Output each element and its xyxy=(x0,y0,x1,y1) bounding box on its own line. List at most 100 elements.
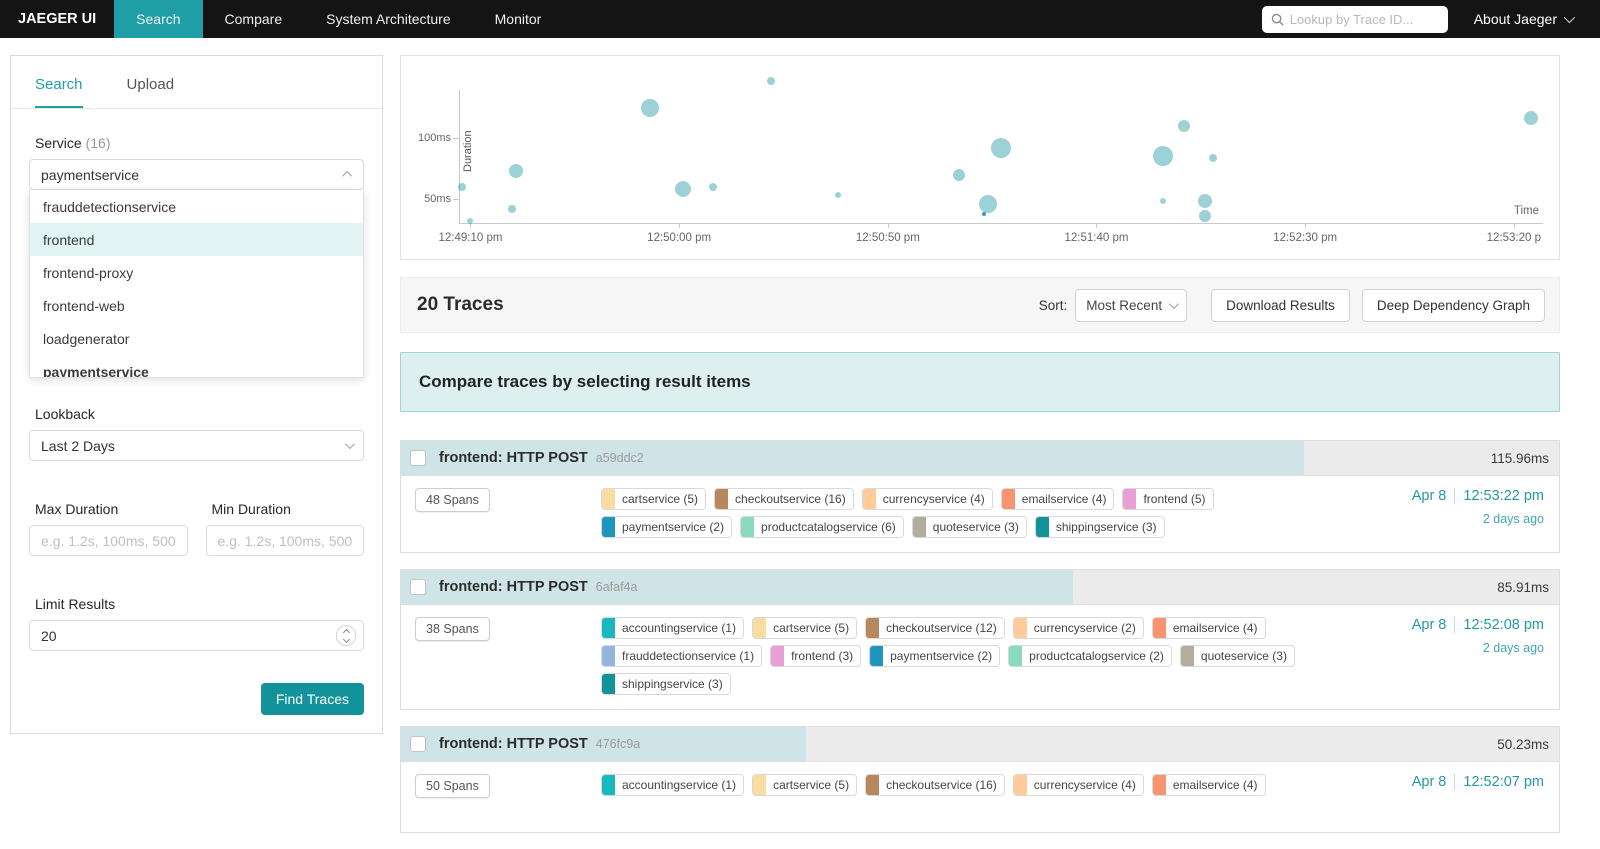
service-option-loadgenerator[interactable]: loadgenerator xyxy=(43,330,130,347)
trace-select-checkbox[interactable] xyxy=(410,450,426,466)
trace-scatter-point[interactable] xyxy=(978,194,997,213)
service-tag-label: frauddetectionservice (1) xyxy=(622,649,755,663)
nav-item-compare[interactable]: Compare xyxy=(224,11,283,27)
trace-operation: frontend: HTTP POST xyxy=(439,579,588,595)
trace-body: 48 Spans cartservice (5) checkoutservice (… xyxy=(401,476,1559,552)
service-color-swatch xyxy=(1123,489,1137,509)
y-tick-mark xyxy=(453,138,459,139)
nav-item-search[interactable]: Search xyxy=(114,0,203,38)
x-tick-mark xyxy=(470,223,472,228)
results-toolbar: 20 Traces Sort: Most Recent Download Res… xyxy=(400,277,1560,333)
max-duration-label: Max Duration xyxy=(35,501,119,517)
trace-result-row[interactable]: frontend: HTTP POST 6afaf4a 85.91ms 38 Span… xyxy=(400,569,1560,710)
service-color-swatch xyxy=(1152,775,1166,795)
trace-scatter-point[interactable] xyxy=(1199,210,1211,223)
trace-scatter-point[interactable] xyxy=(1178,119,1191,132)
service-tag-label: paymentservice (2) xyxy=(622,520,725,534)
service-tag: productcatalogservice (6) xyxy=(740,516,904,538)
x-tick-label: 12:51:40 pm xyxy=(1064,232,1129,244)
trace-select-checkbox[interactable] xyxy=(410,579,426,595)
trace-scatter-point[interactable] xyxy=(675,181,692,198)
deep-dependency-graph-button[interactable]: Deep Dependency Graph xyxy=(1361,288,1545,322)
trace-scatter-point[interactable] xyxy=(467,217,474,224)
service-tag: emailservice (4) xyxy=(1000,488,1115,510)
service-color-swatch xyxy=(1009,646,1023,666)
trace-header[interactable]: frontend: HTTP POST 6afaf4a 85.91ms xyxy=(401,570,1559,605)
nav-item-system-architecture[interactable]: System Architecture xyxy=(326,11,451,27)
number-stepper[interactable] xyxy=(336,625,356,646)
trace-select-checkbox[interactable] xyxy=(410,736,426,752)
service-color-swatch xyxy=(602,618,615,638)
trace-time-text: 12:52:08 pm xyxy=(1454,617,1544,633)
service-tag: cartservice (5) xyxy=(752,617,858,639)
limit-results-label: Limit Results xyxy=(35,596,116,612)
trace-result-row[interactable]: frontend: HTTP POST a59ddc2 115.96ms 48 Spa… xyxy=(400,440,1560,553)
lookback-select[interactable]: Last 2 Days xyxy=(29,430,364,461)
service-option-frontend-web[interactable]: frontend-web xyxy=(43,297,125,314)
min-duration-label: Min Duration xyxy=(211,501,291,517)
trace-scatter-point[interactable] xyxy=(1523,111,1538,126)
trace-id: a59ddc2 xyxy=(595,451,644,465)
max-duration-input[interactable] xyxy=(29,525,188,556)
search-icon xyxy=(1271,13,1284,26)
limit-results-input[interactable] xyxy=(29,620,364,651)
service-tag-label: paymentservice (2) xyxy=(890,649,993,663)
trace-scatter-point[interactable] xyxy=(640,98,659,117)
duration-scatter-chart: Duration Time 50ms 100ms 12:49:10 pm 12:50:… xyxy=(400,55,1560,260)
trace-scatter-point[interactable] xyxy=(1153,146,1174,167)
service-tag-label: currencyservice (4) xyxy=(882,492,985,506)
service-option-paymentservice[interactable]: paymentservice xyxy=(43,363,149,378)
trace-scatter-point[interactable] xyxy=(1209,153,1218,162)
service-tag: paymentservice (2) xyxy=(601,516,733,538)
service-tag-label: shippingservice (3) xyxy=(1055,520,1157,534)
service-option-frontend-proxy[interactable]: frontend-proxy xyxy=(43,264,134,281)
nav-item-monitor[interactable]: Monitor xyxy=(494,11,542,27)
find-traces-button[interactable]: Find Traces xyxy=(260,683,364,715)
min-duration-input[interactable] xyxy=(205,525,364,556)
trace-scatter-point[interactable] xyxy=(1198,194,1212,209)
service-select[interactable]: paymentservice xyxy=(29,159,364,190)
trace-scatter-point[interactable] xyxy=(990,137,1011,158)
trace-header[interactable]: frontend: HTTP POST a59ddc2 115.96ms xyxy=(401,441,1559,476)
service-tag-label: checkoutservice (16) xyxy=(735,492,846,506)
service-color-swatch xyxy=(602,674,615,694)
sort-select[interactable]: Most Recent xyxy=(1075,288,1188,322)
service-label: Service (16) xyxy=(35,135,111,151)
x-tick-mark xyxy=(1305,223,1307,228)
trace-scatter-point[interactable] xyxy=(1160,198,1167,205)
tab-upload[interactable]: Upload xyxy=(126,76,175,93)
service-tag: checkoutservice (16) xyxy=(714,488,854,510)
y-axis-label: Duration xyxy=(462,130,474,172)
service-tag-label: accountingservice (1) xyxy=(622,778,737,792)
y-axis xyxy=(459,90,460,223)
service-tag: cartservice (5) xyxy=(752,774,858,796)
trace-scatter-point[interactable] xyxy=(834,192,841,199)
service-color-swatch xyxy=(602,517,615,537)
trace-header[interactable]: frontend: HTTP POST 476fc9a 50.23ms xyxy=(401,727,1559,762)
trace-scatter-point[interactable] xyxy=(981,211,986,216)
trace-scatter-point[interactable] xyxy=(952,168,965,181)
trace-scatter-point[interactable] xyxy=(509,163,524,178)
download-results-button[interactable]: Download Results xyxy=(1211,288,1350,322)
service-color-swatch xyxy=(866,618,880,638)
trace-scatter-point[interactable] xyxy=(766,76,775,85)
service-option-frontend[interactable]: frontend xyxy=(30,223,363,256)
trace-lookup-box[interactable] xyxy=(1261,5,1448,33)
service-tag: productcatalogservice (2) xyxy=(1008,645,1172,667)
span-count-pill: 48 Spans xyxy=(415,488,490,512)
service-tag: frontend (5) xyxy=(1122,488,1214,510)
service-option-frauddetectionservice[interactable]: frauddetectionservice xyxy=(43,198,177,215)
tab-search[interactable]: Search xyxy=(35,76,83,108)
trace-scatter-point[interactable] xyxy=(458,182,467,191)
service-tag-label: currencyservice (2) xyxy=(1033,621,1136,635)
service-color-swatch xyxy=(866,775,880,795)
service-color-swatch xyxy=(1013,775,1027,795)
x-tick-label: 12:50:50 pm xyxy=(855,232,920,244)
service-tag-label: productcatalogservice (6) xyxy=(761,520,896,534)
trace-scatter-point[interactable] xyxy=(508,204,517,213)
about-jaeger-menu[interactable]: About Jaeger xyxy=(1474,0,1600,38)
trace-lookup-input[interactable] xyxy=(1289,11,1439,27)
trace-count: 20 Traces xyxy=(417,294,504,315)
trace-result-row[interactable]: frontend: HTTP POST 476fc9a 50.23ms 50 Span… xyxy=(400,726,1560,833)
trace-scatter-point[interactable] xyxy=(708,182,717,191)
